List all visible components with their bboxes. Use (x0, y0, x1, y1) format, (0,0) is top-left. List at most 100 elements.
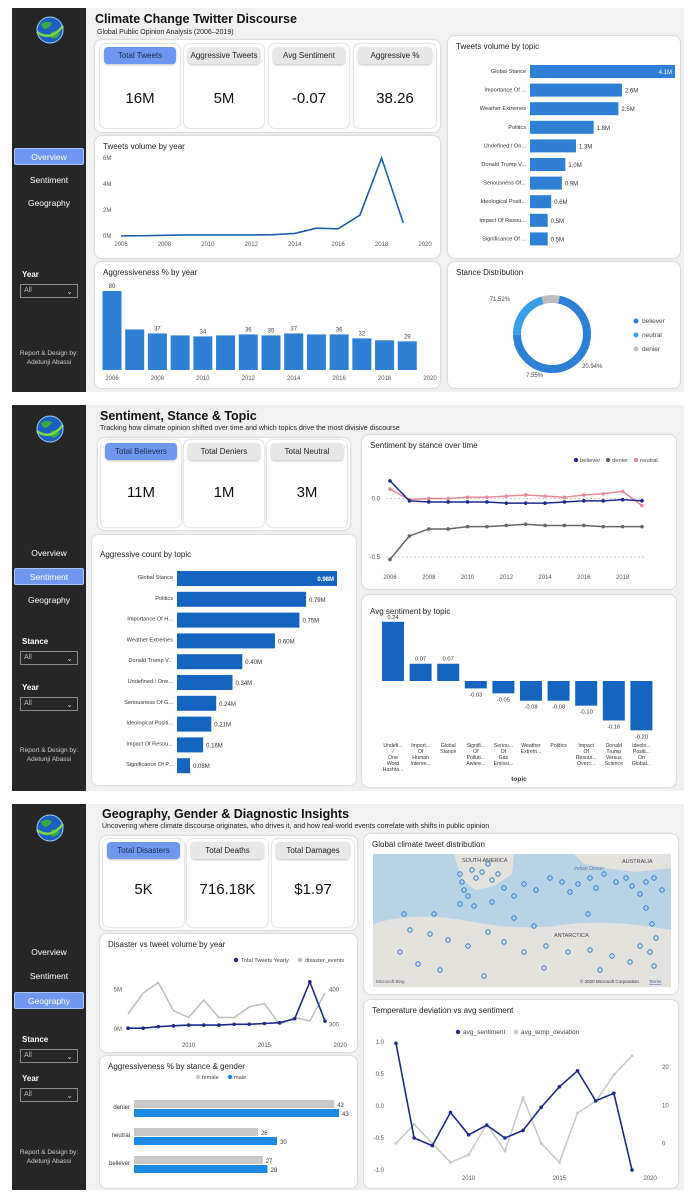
tweet-location-marker[interactable] (511, 893, 517, 899)
tweet-location-marker[interactable] (521, 949, 527, 955)
tweet-location-marker[interactable] (559, 879, 565, 885)
kpi-aggressive-tweets[interactable]: Aggressive Tweets 5M (184, 44, 264, 128)
tweet-location-marker[interactable] (415, 961, 421, 967)
chart-aggressive-by-topic[interactable]: Aggressive count by topic Global Stance 0… (92, 535, 356, 785)
tweet-location-marker[interactable] (445, 937, 451, 943)
tweet-location-marker[interactable] (397, 949, 403, 955)
tweet-location-marker[interactable] (459, 879, 465, 885)
chart-aggressiveness-by-year[interactable]: Aggressiveness % by year 80 37 34 36 35 37 36 3… (95, 262, 440, 388)
map-tweet-distribution[interactable]: Global climate tweet distribution SOUTH … (364, 834, 678, 994)
chart-sentiment-by-stance[interactable]: Sentiment by stance over time -0.5 0.0 200… (362, 435, 676, 589)
tweet-location-marker[interactable] (659, 887, 665, 893)
tweet-location-marker[interactable] (501, 885, 507, 891)
kpi-avg-sentiment[interactable]: Avg Sentiment -0.07 (269, 44, 349, 128)
tweet-location-marker[interactable] (543, 943, 549, 949)
tweet-location-marker[interactable] (651, 963, 657, 969)
chart-tweets-by-topic[interactable]: Tweets volume by topic Global Stance 4.1M… (448, 36, 680, 258)
tweet-location-marker[interactable] (531, 923, 537, 929)
tweet-location-marker[interactable] (401, 911, 407, 917)
chart-temp-vs-sentiment[interactable]: Temperature deviation vs avg sentiment -… (364, 1000, 678, 1188)
tweet-location-marker[interactable] (643, 879, 649, 885)
chart-tweets-by-year[interactable]: Tweets volume by year 0M 2M 4M 6M 2006 2008 20… (95, 136, 440, 258)
tweet-location-marker[interactable] (613, 879, 619, 885)
tweet-location-marker[interactable] (469, 867, 475, 873)
tweet-location-marker[interactable] (627, 959, 633, 965)
stance-filter-select[interactable]: All ⌄ (20, 651, 78, 665)
nav-geography[interactable]: Geography (14, 992, 84, 1009)
tweet-location-marker[interactable] (585, 911, 591, 917)
tweet-location-marker[interactable] (637, 891, 643, 897)
tweet-location-marker[interactable] (431, 911, 437, 917)
map-terms-link[interactable]: Terms (649, 979, 662, 984)
nav-overview[interactable]: Overview (31, 548, 67, 558)
tweet-location-marker[interactable] (457, 901, 463, 907)
tweet-location-marker[interactable] (547, 875, 553, 881)
tweet-location-marker[interactable] (593, 885, 599, 891)
tweet-location-marker[interactable] (489, 899, 495, 905)
kpi-total-disasters[interactable]: Total Disasters 5K (103, 839, 184, 927)
year-filter-select[interactable]: All ⌄ (20, 284, 78, 298)
tweet-location-marker[interactable] (637, 943, 643, 949)
nav-geography[interactable]: Geography (27, 595, 71, 605)
stance-filter-select[interactable]: All ⌄ (20, 1049, 78, 1063)
tweet-location-marker[interactable] (485, 861, 491, 867)
chart-avg-sentiment-by-topic[interactable]: Avg sentiment by topic 0.24 Undefi... / One… (362, 595, 676, 787)
tweet-location-marker[interactable] (495, 871, 501, 877)
tweet-location-marker[interactable] (427, 931, 433, 937)
kpi-total-believers[interactable]: Total Believers 11M (101, 440, 181, 527)
tweet-location-marker[interactable] (465, 943, 471, 949)
page-subtitle: Global Public Opinion Analysis (2006–201… (97, 29, 234, 36)
tweet-location-marker[interactable] (437, 967, 443, 973)
tweet-location-marker[interactable] (649, 921, 655, 927)
kpi-total-neutral[interactable]: Total Neutral 3M (267, 440, 347, 527)
tweet-location-marker[interactable] (601, 871, 607, 877)
tweet-location-marker[interactable] (489, 877, 495, 883)
tweet-location-marker[interactable] (587, 875, 593, 881)
tweet-location-marker[interactable] (479, 869, 485, 875)
nav-geography[interactable]: Geography (27, 198, 71, 208)
tweet-location-marker[interactable] (481, 973, 487, 979)
tweet-location-marker[interactable] (651, 875, 657, 881)
chart-aggressiveness-stance-gender[interactable]: Aggressiveness % by stance & gender fema… (100, 1056, 357, 1188)
bar (437, 663, 460, 681)
kpi-total-deniers[interactable]: Total Deniers 1M (184, 440, 264, 527)
tweet-location-marker[interactable] (461, 887, 467, 893)
kpi-total-tweets[interactable]: Total Tweets 16M (100, 44, 180, 128)
tweet-location-marker[interactable] (511, 915, 517, 921)
tweet-location-marker[interactable] (629, 883, 635, 889)
tweet-location-marker[interactable] (623, 875, 629, 881)
year-filter-select[interactable]: All ⌄ (20, 1088, 78, 1102)
tweet-location-marker[interactable] (567, 889, 573, 895)
nav-overview[interactable]: Overview (14, 148, 84, 165)
tweet-location-marker[interactable] (653, 935, 659, 941)
world-map[interactable]: SOUTH AMERICA AUSTRALIA Indian Ocean ANT… (364, 834, 678, 994)
tweet-location-marker[interactable] (643, 905, 649, 911)
tweet-location-marker[interactable] (609, 953, 615, 959)
tweet-location-marker[interactable] (587, 947, 593, 953)
tweet-location-marker[interactable] (647, 949, 653, 955)
kpi-aggressive-pct[interactable]: Aggressive % 38.26 (354, 44, 436, 128)
tweet-location-marker[interactable] (521, 881, 527, 887)
tweet-location-marker[interactable] (407, 927, 413, 933)
kpi-total-deaths[interactable]: Total Deaths 716.18K (187, 839, 268, 927)
tweet-location-marker[interactable] (533, 887, 539, 893)
year-filter-select[interactable]: All ⌄ (20, 697, 78, 711)
tweet-location-marker[interactable] (501, 939, 507, 945)
tweet-location-marker[interactable] (575, 881, 581, 887)
map-label-australia: AUSTRALIA (622, 859, 653, 865)
tweet-location-marker[interactable] (471, 903, 477, 909)
nav-sentiment[interactable]: Sentiment (29, 175, 69, 185)
tweet-location-marker[interactable] (465, 893, 471, 899)
tweet-location-marker[interactable] (565, 949, 571, 955)
tweet-location-marker[interactable] (473, 875, 479, 881)
chart-disaster-vs-tweets[interactable]: Disaster vs tweet volume by year 0M 5M 300… (100, 934, 357, 1052)
chart-stance-distribution[interactable]: Stance Distribution 71.52% 20.94% 7.55% bel… (448, 262, 680, 388)
tweet-location-marker[interactable] (541, 965, 547, 971)
nav-sentiment[interactable]: Sentiment (14, 568, 84, 585)
kpi-total-damages[interactable]: Total Damages $1.97 (272, 839, 354, 927)
tweet-location-marker[interactable] (485, 929, 491, 935)
tweet-location-marker[interactable] (457, 871, 463, 877)
nav-sentiment[interactable]: Sentiment (29, 971, 69, 981)
tweet-location-marker[interactable] (597, 967, 603, 973)
nav-overview[interactable]: Overview (31, 947, 67, 957)
